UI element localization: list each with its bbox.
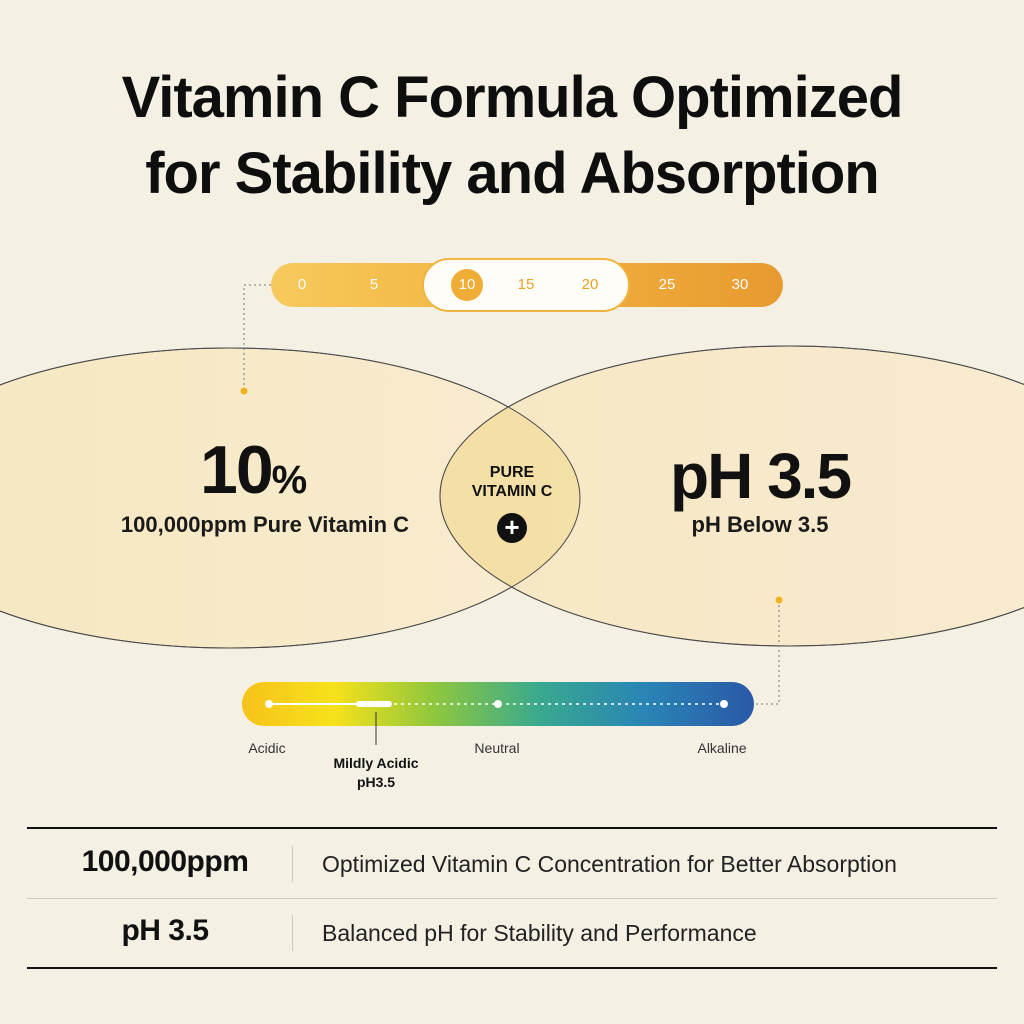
ph-value: pH 3.5 [669, 440, 852, 512]
table-bottom-rule [27, 967, 997, 969]
connector-bottom-dot [775, 596, 783, 604]
title-line-1: Vitamin C Formula Optimized [121, 65, 904, 130]
table-top-rule [27, 827, 997, 829]
concentration-unit: % [271, 458, 308, 502]
table-row-key: pH 3.5 [121, 914, 209, 947]
table-row-value: Optimized Vitamin C Concentration for Be… [322, 851, 897, 877]
plus-icon: + [497, 513, 527, 543]
connector-bottom [754, 600, 780, 705]
scale-tick-25: 25 [658, 276, 676, 293]
ph-point-alkaline [720, 700, 728, 708]
scale-tick-5: 5 [369, 276, 379, 293]
concentration-value: 10% [200, 430, 330, 520]
connector-top [243, 284, 271, 390]
ph-point-neutral [494, 700, 502, 708]
scale-tick-10: 10 [458, 276, 476, 293]
ph-marker-label: Mildly Acidic pH3.5 [333, 754, 418, 792]
ph-point-mildly-acidic [356, 701, 392, 707]
ph-point-acidic [265, 700, 273, 708]
concentration-number: 10 [200, 432, 274, 508]
table-row-value: Balanced pH for Stability and Performanc… [322, 920, 757, 946]
scale-tick-0: 0 [297, 276, 307, 293]
ph-marker-line-1: Mildly Acidic [333, 755, 419, 771]
scale-tick-15: 15 [517, 276, 535, 293]
selected-tick-dot [451, 269, 483, 301]
ph-label-acidic: Acidic [248, 740, 286, 756]
ph-label-alkaline: Alkaline [697, 740, 747, 756]
table-row-separator [292, 846, 293, 882]
center-label-line-1: PURE [489, 464, 535, 481]
table-middle-rule [27, 898, 997, 899]
ph-caption: pH Below 3.5 [691, 512, 829, 537]
center-label-line-2: VITAMIN C [471, 483, 553, 500]
page-title: Vitamin C Formula Optimized for Stabilit… [0, 60, 1024, 212]
ph-label-neutral: Neutral [474, 740, 520, 756]
title-line-2: for Stability and Absorption [145, 141, 880, 206]
table-row-separator [292, 915, 293, 951]
scale-tick-30: 30 [731, 276, 749, 293]
table-row-key: 100,000ppm [81, 845, 249, 878]
center-label: PURE VITAMIN C [447, 463, 577, 501]
connector-top-dot [240, 387, 248, 395]
ph-marker-line-2: pH3.5 [356, 774, 396, 790]
concentration-caption: 100,000ppm Pure Vitamin C [120, 512, 410, 537]
scale-tick-20: 20 [581, 276, 599, 293]
